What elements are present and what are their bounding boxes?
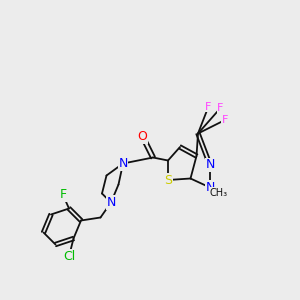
Text: N: N: [118, 157, 128, 170]
Text: CH₃: CH₃: [210, 188, 228, 198]
Text: F: F: [205, 101, 212, 112]
Text: N: N: [106, 196, 116, 209]
Text: F: F: [217, 103, 224, 113]
Text: N: N: [205, 158, 215, 172]
Text: S: S: [164, 173, 172, 187]
Text: N: N: [205, 181, 215, 194]
Text: F: F: [59, 188, 67, 202]
Text: Cl: Cl: [63, 250, 75, 263]
Text: F: F: [222, 115, 228, 125]
Text: O: O: [138, 130, 147, 143]
